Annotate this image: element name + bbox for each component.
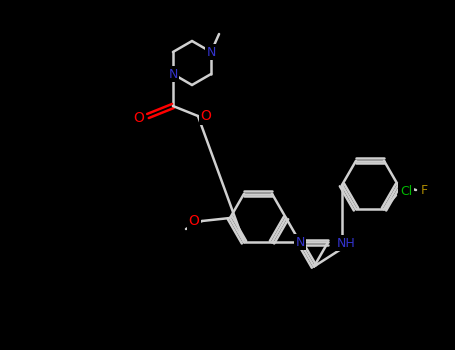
Text: Cl: Cl — [400, 185, 412, 198]
Text: N: N — [295, 236, 305, 249]
Text: O: O — [133, 111, 144, 125]
Text: N: N — [168, 68, 177, 80]
Text: N: N — [295, 236, 305, 249]
Text: O: O — [201, 109, 212, 123]
Text: NH: NH — [337, 237, 355, 250]
Text: O: O — [188, 214, 199, 228]
Text: F: F — [420, 183, 428, 196]
Text: N: N — [207, 46, 216, 58]
